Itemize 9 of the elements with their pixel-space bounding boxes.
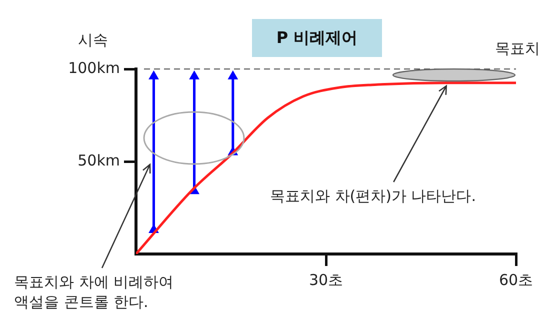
- x-tick-label: 30초: [308, 270, 344, 289]
- y-axis-title: 시속: [78, 30, 108, 50]
- annotation: 목표치와 차(편차)가 나타난다.: [270, 186, 476, 206]
- annotation: 목표치와 차에 비례하여 액설을 콘트롤 한다.: [14, 272, 174, 312]
- y-tick-label: 50km: [78, 151, 120, 170]
- y-tick-label: 100km: [68, 58, 120, 77]
- chart-title: P 비례제어: [252, 19, 382, 57]
- x-tick-label: 60초: [498, 270, 534, 289]
- ref-line-label: 목표치: [495, 39, 540, 58]
